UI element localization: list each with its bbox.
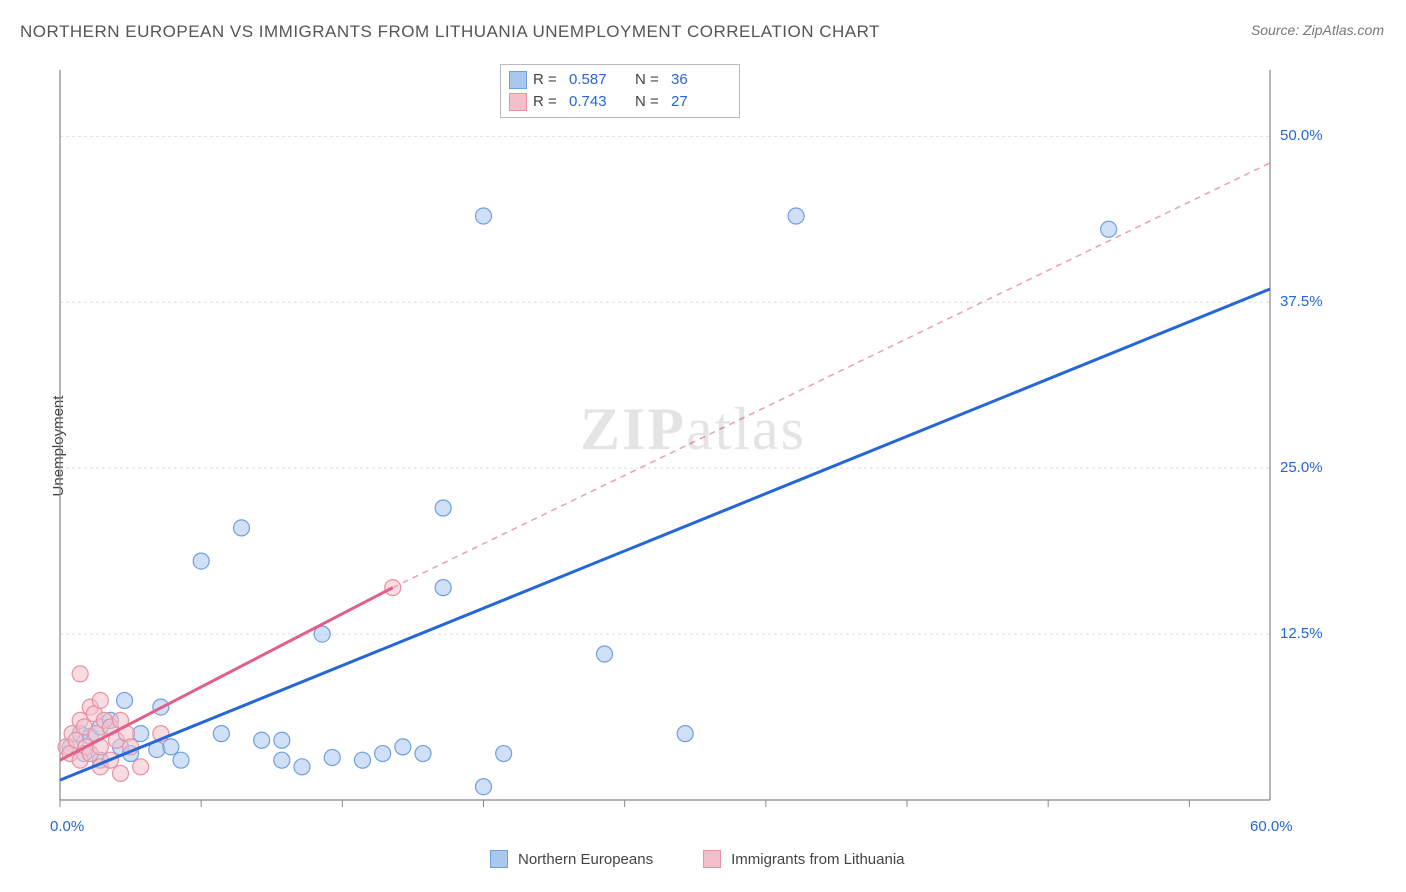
axis-tick-label: 12.5% bbox=[1280, 625, 1323, 642]
series-name-2: Immigrants from Lithuania bbox=[731, 851, 904, 868]
legend-swatch-1 bbox=[509, 71, 527, 89]
axis-tick-label: 50.0% bbox=[1280, 127, 1323, 144]
r-label: R = bbox=[533, 69, 563, 91]
legend-swatch-2 bbox=[509, 93, 527, 111]
axis-tick-label: 60.0% bbox=[1250, 818, 1293, 835]
scatter-plot bbox=[50, 60, 1340, 840]
n-label: N = bbox=[635, 69, 665, 91]
r-value-2: 0.743 bbox=[569, 91, 629, 113]
source-name: ZipAtlas.com bbox=[1303, 22, 1384, 38]
chart-title: NORTHERN EUROPEAN VS IMMIGRANTS FROM LIT… bbox=[20, 22, 880, 42]
axis-tick-label: 0.0% bbox=[50, 818, 84, 835]
n-value-2: 27 bbox=[671, 91, 731, 113]
r-value-1: 0.587 bbox=[569, 69, 629, 91]
chart-svg bbox=[50, 60, 1340, 840]
source-prefix: Source: bbox=[1251, 22, 1303, 38]
n-label: N = bbox=[635, 91, 665, 113]
axis-tick-label: 25.0% bbox=[1280, 459, 1323, 476]
correlation-legend: R = 0.587 N = 36 R = 0.743 N = 27 bbox=[500, 64, 740, 118]
legend-swatch-bottom-1 bbox=[490, 850, 508, 868]
n-value-1: 36 bbox=[671, 69, 731, 91]
series-legend: Northern Europeans Immigrants from Lithu… bbox=[490, 850, 905, 868]
axis-tick-label: 37.5% bbox=[1280, 293, 1323, 310]
series-name-1: Northern Europeans bbox=[518, 851, 653, 868]
source-attribution: Source: ZipAtlas.com bbox=[1251, 22, 1384, 38]
legend-row-series-2: R = 0.743 N = 27 bbox=[509, 91, 731, 113]
legend-row-series-1: R = 0.587 N = 36 bbox=[509, 69, 731, 91]
r-label: R = bbox=[533, 91, 563, 113]
legend-swatch-bottom-2 bbox=[703, 850, 721, 868]
